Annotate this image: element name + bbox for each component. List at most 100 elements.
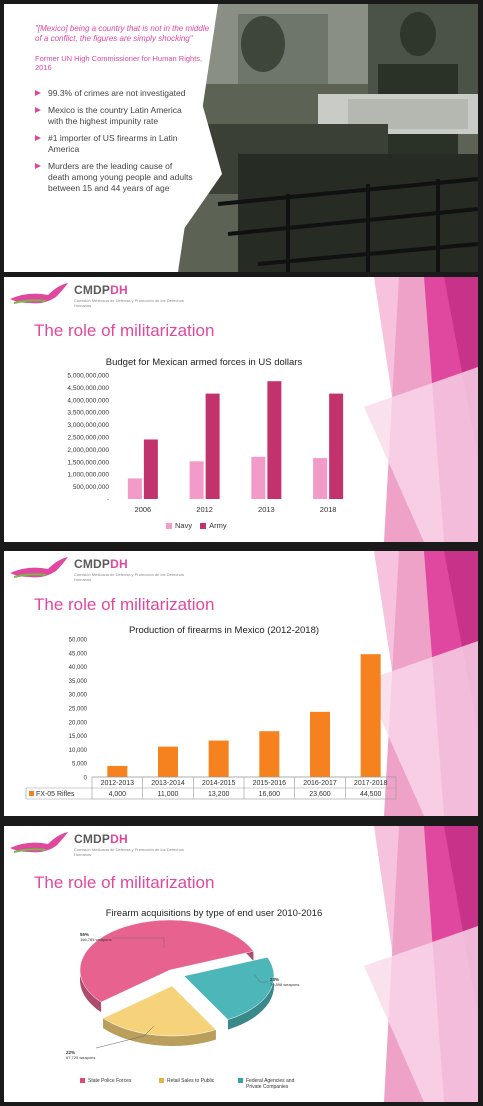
y-tick-label: 25,000 [69,707,88,713]
y-tick-label: 2,000,000,000 [67,447,109,454]
chart-legend: Navy Army [166,521,227,530]
fact-item: Murders are the leading cause of death a… [35,161,195,194]
y-tick-label: 15,000 [69,734,88,740]
production-chart: 50,000 45,000 40,000 35,000 30,000 25,000 20,0… [25,638,397,800]
data-table-value: 13,200 [208,791,230,798]
bullet-triangle-icon [35,90,41,96]
bar-army [267,381,282,499]
acquisitions-pie-chart [79,919,275,1049]
pie-label-federal: 23% 70,898 weapons [270,977,300,987]
x-tick-label: 2016-2017 [303,780,337,787]
hummingbird-logo-icon [10,283,68,304]
bar-army [143,439,158,499]
y-tick-label: 45,000 [69,651,88,657]
chart-title: Firearm acquisitions by type of end user… [105,908,323,919]
x-tick-label: 2015-2016 [253,780,287,787]
y-tick-label: 35,000 [69,679,88,685]
slide-budget: CMDPDH Comisión Mexicana de Defensa y Pr… [4,277,478,542]
quote-attribution: Former UN High Commissioner for Human Ri… [35,54,203,72]
legend-army: Army [200,521,227,530]
bar-navy [251,456,266,499]
y-tick-label: 30,000 [69,693,88,699]
y-tick-label: 1,000,000,000 [67,472,109,479]
white-wedge [4,4,222,272]
legend-state-police: State Police Forces [80,1078,145,1090]
y-tick-label: 40,000 [69,665,88,671]
series-name: FX-05 Rifles [36,791,75,798]
fact-list: 99.3% of crimes are not investigated Mex… [35,88,195,200]
bar-navy [127,478,142,499]
pie-label-state-police: 55% 166,765 weapons [80,932,112,942]
slide-title: The role of militarization [34,595,215,614]
x-tick-label: 2018 [320,505,337,514]
y-tick-label: 1,500,000,000 [67,459,109,466]
pink-decoration [364,551,478,816]
y-tick-label: 3,000,000,000 [67,422,109,429]
y-tick-label: 20,000 [69,720,88,726]
pie-slice-side [80,920,254,1013]
y-tick-label: 0 [84,776,88,782]
bullet-triangle-icon [35,107,41,113]
logo-wordmark: CMDPDH [74,283,128,297]
cmdpdh-logo: CMDPDH Comisión Mexicana de Defensa y Pr… [8,281,208,311]
data-table-value: 11,000 [158,791,179,798]
legend-swatch [238,1078,243,1083]
bar-navy [313,458,328,499]
x-tick-label: 2013 [258,505,275,514]
pink-decoration [364,826,478,1102]
leader-line [253,973,268,983]
chart-title: Budget for Mexican armed forces in US do… [105,357,303,368]
x-tick-label: 2006 [135,505,152,514]
bar-rifles [107,765,128,777]
x-tick-label: 2013-2014 [151,780,185,787]
data-table-value: 4,000 [109,791,127,798]
y-tick-label: 5,000,000,000 [67,373,109,380]
pie-slice [183,956,275,1020]
quote-text: "[Mexico] being a country that is not in… [35,24,210,43]
logo-subtitle: Comisión Mexicana de Defensa y Promoción… [74,298,184,308]
chart-title: Production of firearms in Mexico (2012-2… [128,625,320,636]
slide-title: The role of militarization [34,873,215,892]
x-tick-label: 2012-2013 [101,780,135,787]
bar-rifles [259,731,280,777]
hummingbird-logo-icon [10,557,68,578]
bar-rifles [208,740,229,777]
slide-firearm-production: CMDPDH Comisión Mexicana de Defensa y Pr… [4,551,478,816]
y-tick-label: 10,000 [69,748,88,754]
slide-impunity: "[Mexico] being a country that is not in… [4,4,478,272]
x-tick-label: 2014-2015 [202,780,236,787]
legend-navy: Navy [166,521,192,530]
legend-swatch [166,522,172,529]
data-table-value: 16,600 [259,791,281,798]
bar-navy [189,461,204,499]
y-tick-label: 4,500,000,000 [67,385,109,392]
logo-subtitle: Comisión Mexicana de Defensa y Promoción… [74,847,184,857]
y-tick-label: 500,000,000 [73,484,110,491]
logo-wordmark: CMDPDH [74,832,128,846]
slide-title: The role of militarization [34,321,215,340]
y-tick-label: 3,500,000,000 [67,410,109,417]
logo-wordmark: CMDPDH [74,557,128,571]
slide-acquisitions: CMDPDH Comisión Mexicana de Defensa y Pr… [4,826,478,1102]
pie-slice [79,919,254,1003]
legend-federal: Federal Agencies and Private Companies [238,1078,303,1090]
hummingbird-logo-icon [10,832,68,853]
pie-legend: State Police Forces Retail Sales to Publ… [80,1078,317,1090]
legend-swatch [80,1078,85,1083]
cmdpdh-logo: CMDPDH Comisión Mexicana de Defensa y Pr… [8,830,208,860]
y-tick-label: 5,000 [72,762,88,768]
logo-subtitle: Comisión Mexicana de Defensa y Promoción… [74,572,184,582]
y-tick-label: 2,500,000,000 [67,435,109,442]
series-swatch [29,791,34,796]
legend-swatch [159,1078,164,1083]
bullet-triangle-icon [35,163,41,169]
bar-rifles [158,746,178,777]
fact-item: #1 importer of US firearms in Latin Amer… [35,133,195,155]
bar-rifles [310,711,330,777]
pie-slice [102,985,217,1037]
pie-label-retail: 22% 67,729 weapons [66,1050,96,1060]
fact-item: 99.3% of crimes are not investigated [35,88,195,99]
y-tick-label: 50,000 [69,638,88,644]
legend-swatch [200,522,207,529]
x-tick-label: 2017-2018 [354,780,388,787]
